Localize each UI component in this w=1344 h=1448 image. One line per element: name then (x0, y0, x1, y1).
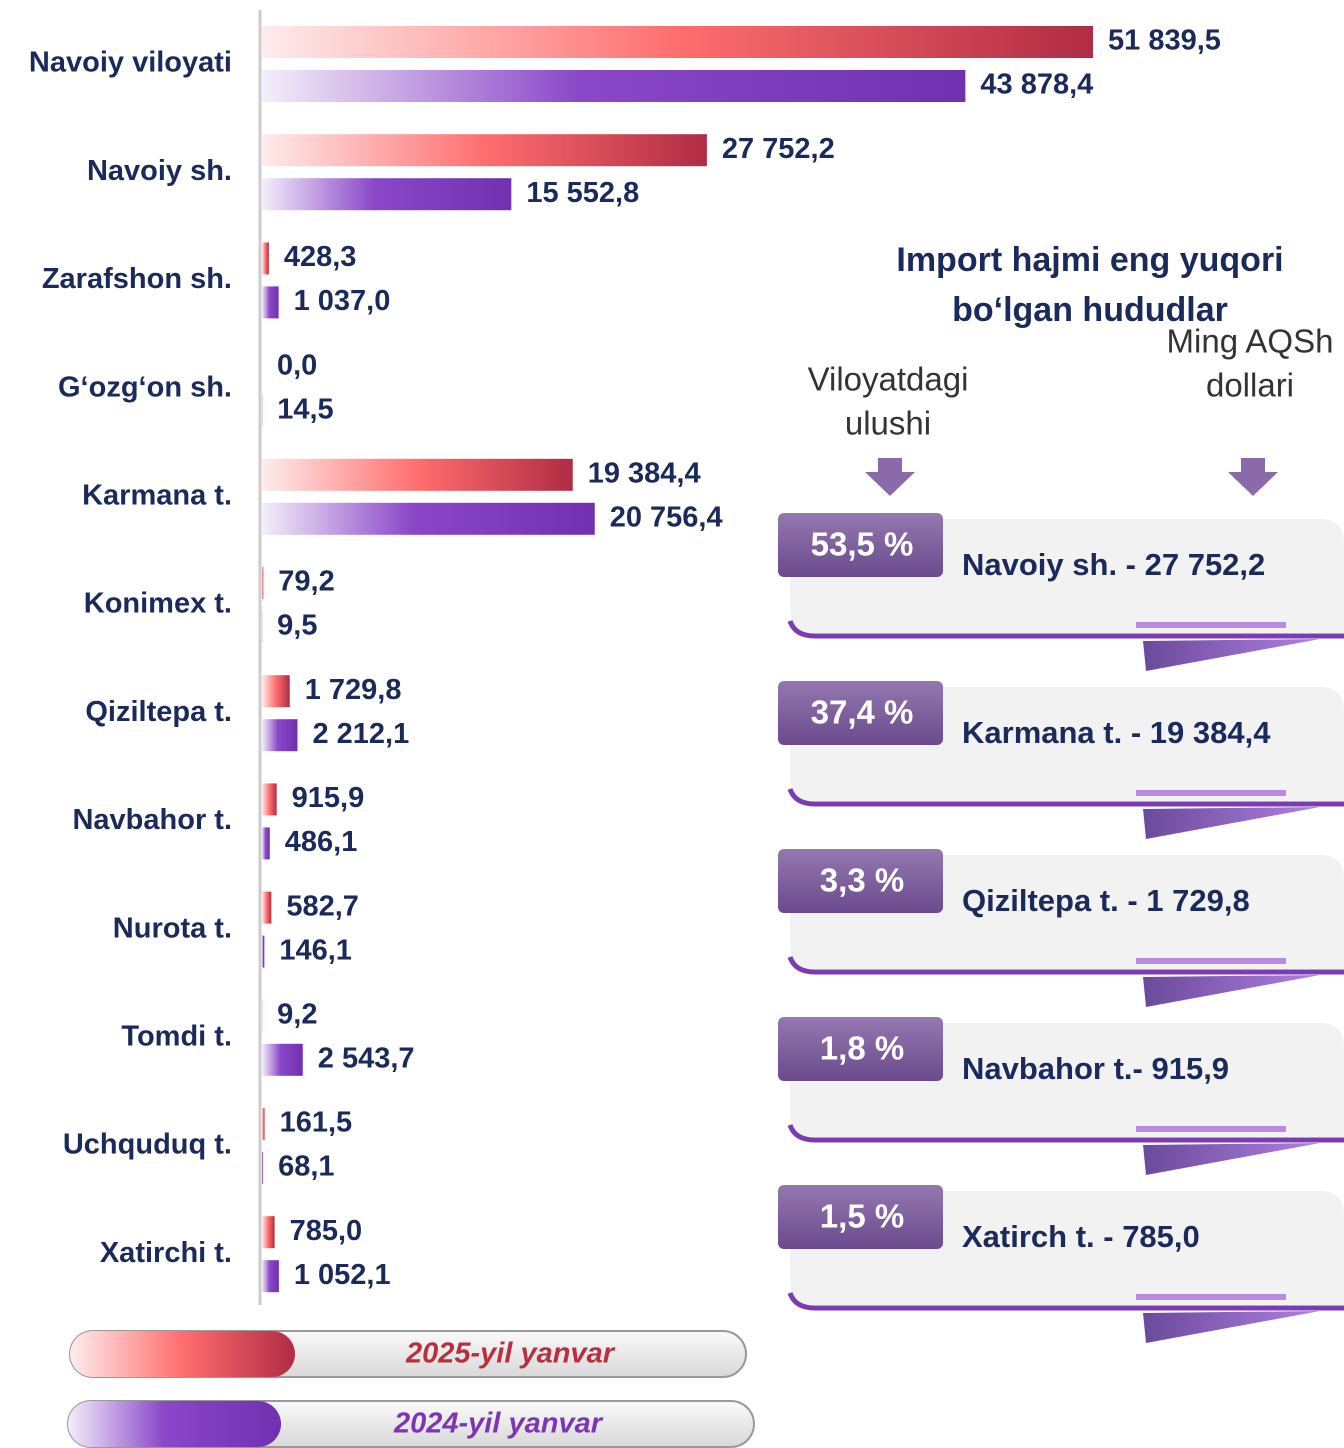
legend: 2025-yil yanvar 2024-yil yanvar (67, 1330, 755, 1448)
value-label: 9,2 (277, 998, 317, 1030)
bar (262, 675, 290, 708)
arrow (865, 458, 915, 496)
bar (262, 827, 270, 860)
panel: Import hajmi eng yuqori bo‘lgan hududlar V… (778, 241, 1344, 1343)
card-base (787, 1124, 1344, 1143)
value-label: 0,0 (277, 349, 317, 381)
share-badge (778, 681, 943, 745)
legend-swatch (70, 1331, 295, 1377)
value-label: 43 878,4 (980, 69, 1093, 101)
bar (262, 891, 272, 924)
panel-title: Import hajmi eng yuqori (896, 241, 1283, 279)
share-value: 1,5 % (820, 1198, 904, 1235)
value-label: 27 752,2 (722, 133, 835, 165)
share-value: 37,4 % (811, 694, 914, 731)
category-label: Konimex t. (84, 588, 232, 620)
legend-label: 2024-yil yanvar (393, 1408, 604, 1440)
legend-swatch (68, 1401, 281, 1447)
category-label: Navoiy sh. (87, 155, 232, 187)
card-label: Karmana t. - 19 384,4 (962, 715, 1271, 750)
share-badge (778, 513, 943, 577)
bar (262, 719, 298, 752)
category-label: Navoiy viloyati (29, 47, 232, 79)
card-label: Navbahor t.- 915,9 (962, 1051, 1229, 1086)
share-value: 1,8 % (820, 1030, 904, 1067)
bar (262, 1108, 265, 1140)
value-label: 915,9 (292, 782, 365, 814)
category-label: Tomdi t. (121, 1020, 232, 1052)
value-label: 582,7 (286, 890, 359, 922)
bar (262, 242, 269, 275)
ribbon (1143, 975, 1320, 1007)
category-label: Xatirchi t. (100, 1237, 232, 1269)
value-label: 486,1 (285, 826, 358, 858)
category-label: Qiziltepa t. (85, 696, 232, 728)
value-label: 9,5 (277, 610, 317, 642)
category-label: Zarafshon sh. (42, 263, 232, 295)
bar (262, 1216, 275, 1249)
category-label: Karmana t. (82, 479, 232, 511)
value-label: 2 212,1 (312, 718, 409, 750)
ribbon (1143, 1143, 1320, 1175)
bar (262, 134, 707, 167)
value-label: 19 384,4 (588, 457, 701, 489)
value-label: 20 756,4 (610, 501, 723, 533)
value-label: 428,3 (284, 241, 357, 273)
bars: Navoiy viloyati 51 839,5 43 878,4 Navoiy sh… (29, 25, 1221, 1293)
bar (262, 783, 277, 816)
bar (262, 1260, 279, 1293)
share-header: ulushi (845, 405, 931, 442)
card-label: Qiziltepa t. - 1 729,8 (962, 883, 1250, 918)
unit-header: Ming AQSh (1167, 323, 1334, 360)
bar (262, 567, 264, 599)
category-label: G‘ozg‘on sh. (58, 371, 232, 403)
value-label: 1 729,8 (305, 674, 402, 706)
value-label: 15 552,8 (526, 177, 639, 209)
value-label: 2 543,7 (318, 1042, 415, 1074)
card-base (787, 956, 1344, 975)
value-label: 68,1 (278, 1151, 334, 1183)
unit-header: dollari (1206, 367, 1294, 404)
panel-title: bo‘lgan hududlar (952, 291, 1228, 329)
ribbon (1143, 639, 1320, 671)
bar (262, 1152, 264, 1184)
arrow (1228, 458, 1278, 496)
card-base (787, 620, 1344, 639)
bar (262, 1043, 303, 1076)
bar (262, 502, 595, 535)
share-badge (778, 849, 943, 913)
bar (262, 178, 512, 211)
bar (262, 286, 279, 319)
value-label: 14,5 (277, 393, 333, 425)
share-badge (778, 1185, 943, 1249)
value-label: 51 839,5 (1108, 25, 1221, 57)
bar (262, 70, 966, 102)
bar (262, 458, 573, 491)
bar (262, 935, 265, 968)
value-label: 146,1 (279, 934, 352, 966)
category-label: Uchquduq t. (63, 1129, 232, 1161)
ribbon (1143, 807, 1320, 839)
category-label: Navbahor t. (72, 804, 232, 836)
category-label: Nurota t. (113, 912, 232, 944)
bar (262, 26, 1093, 58)
ribbon (1143, 1311, 1320, 1343)
value-label: 161,5 (280, 1107, 353, 1139)
card-base (787, 788, 1344, 807)
value-label: 1 037,0 (294, 285, 391, 317)
value-label: 1 052,1 (294, 1259, 391, 1291)
value-label: 79,2 (278, 566, 334, 598)
share-header: Viloyatdagi (808, 361, 969, 398)
card-label: Navoiy sh. - 27 752,2 (962, 547, 1265, 582)
share-value: 3,3 % (820, 862, 904, 899)
card-label: Xatirch t. - 785,0 (962, 1219, 1200, 1254)
legend-label: 2025-yil yanvar (405, 1338, 616, 1370)
share-badge (778, 1017, 943, 1081)
value-label: 785,0 (290, 1215, 363, 1247)
share-value: 53,5 % (811, 526, 914, 563)
card-base (787, 1292, 1344, 1311)
